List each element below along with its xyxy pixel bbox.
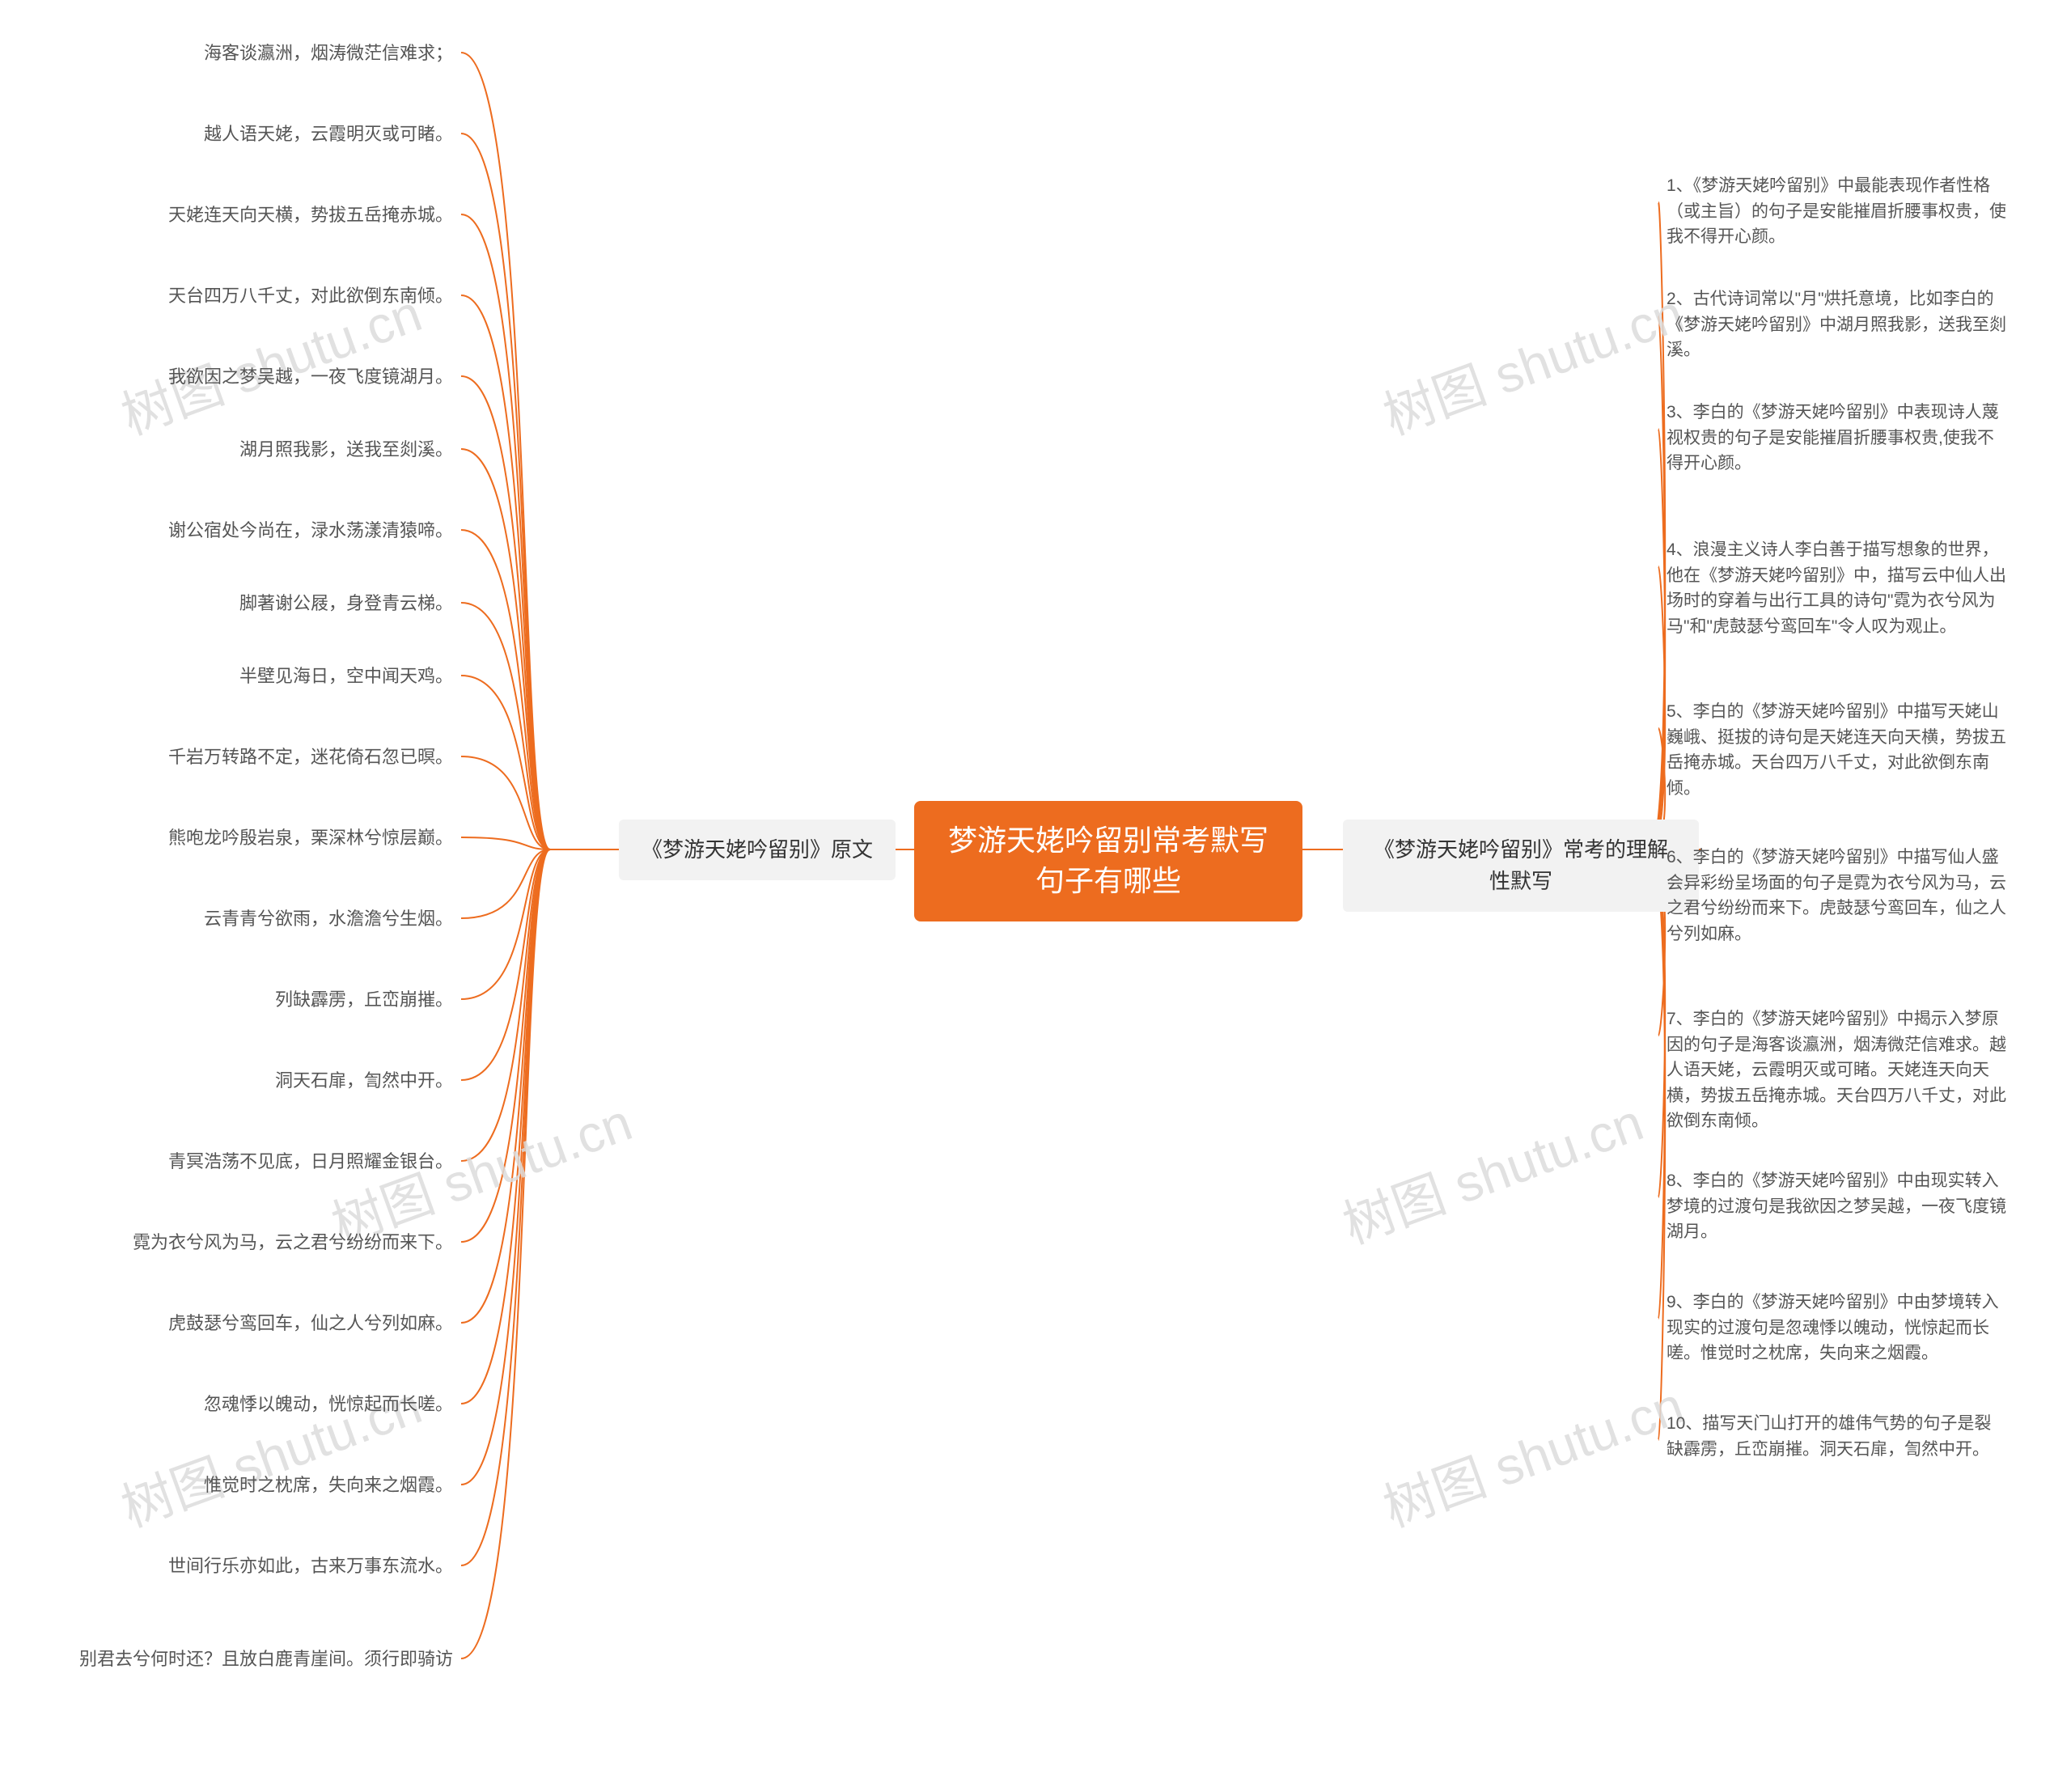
watermark: 树图 shutu.cn (1372, 272, 1692, 449)
right-leaf[interactable]: 7、李白的《梦游天姥吟留别》中揭示入梦原因的句子是海客谈瀛洲，烟涛微茫信难求。越… (1667, 1006, 2006, 1134)
left-leaf[interactable]: 天姥连天向天横，势拔五岳掩赤城。 (65, 201, 453, 228)
right-leaf[interactable]: 1、《梦游天姥吟留别》中最能表现作者性格（或主旨）的句子是安能摧眉折腰事权贵，使… (1667, 173, 2006, 250)
right-leaf[interactable]: 2、古代诗词常以"月"烘托意境，比如李白的《梦游天姥吟留别》中湖月照我影，送我至… (1667, 286, 2006, 363)
right-leaf[interactable]: 10、描写天门山打开的雄伟气势的句子是裂缺霹雳，丘峦崩摧。洞天石扉，訇然中开。 (1667, 1411, 2006, 1462)
left-leaf[interactable]: 列缺霹雳，丘峦崩摧。 (65, 986, 453, 1013)
right-branch-label: 《梦游天姥吟留别》常考的理解性默写 (1374, 837, 1668, 893)
right-branch-node[interactable]: 《梦游天姥吟留别》常考的理解性默写 (1343, 820, 1699, 912)
left-leaf[interactable]: 熊咆龙吟殷岩泉，栗深林兮惊层巅。 (65, 824, 453, 851)
left-leaf[interactable]: 千岩万转路不定，迷花倚石忽已暝。 (65, 743, 453, 770)
left-leaf[interactable]: 惟觉时之枕席，失向来之烟霞。 (65, 1472, 453, 1498)
right-leaf[interactable]: 9、李白的《梦游天姥吟留别》中由梦境转入现实的过渡句是忽魂悸以魄动，恍惊起而长嗟… (1667, 1290, 2006, 1366)
left-leaf[interactable]: 忽魂悸以魄动，恍惊起而长嗟。 (65, 1391, 453, 1417)
left-branch-node[interactable]: 《梦游天姥吟留别》原文 (619, 820, 896, 880)
watermark: 树图 shutu.cn (1372, 1364, 1692, 1541)
left-leaf[interactable]: 青冥浩荡不见底，日月照耀金银台。 (65, 1148, 453, 1175)
center-node[interactable]: 梦游天姥吟留别常考默写句子有哪些 (914, 801, 1302, 921)
left-branch-label: 《梦游天姥吟留别》原文 (642, 837, 873, 862)
left-leaf[interactable]: 别君去兮何时还？且放白鹿青崖间。须行即骑访 (65, 1646, 453, 1672)
left-leaf[interactable]: 世间行乐亦如此，古来万事东流水。 (65, 1553, 453, 1579)
mindmap-canvas: 树图 shutu.cn树图 shutu.cn树图 shutu.cn树图 shut… (0, 0, 2071, 1792)
right-leaf[interactable]: 3、李白的《梦游天姥吟留别》中表现诗人蔑视权贵的句子是安能摧眉折腰事权贵,使我不… (1667, 400, 2006, 477)
right-leaf[interactable]: 5、李白的《梦游天姥吟留别》中描写天姥山巍峨、挺拔的诗句是天姥连天向天横，势拔五… (1667, 699, 2006, 801)
left-leaf[interactable]: 我欲因之梦吴越，一夜飞度镜湖月。 (65, 363, 453, 390)
left-leaf[interactable]: 脚著谢公屐，身登青云梯。 (65, 590, 453, 616)
right-leaf[interactable]: 4、浪漫主义诗人李白善于描写想象的世界，他在《梦游天姥吟留别》中，描写云中仙人出… (1667, 537, 2006, 639)
left-leaf[interactable]: 天台四万八千丈，对此欲倒东南倾。 (65, 282, 453, 309)
right-leaf[interactable]: 8、李白的《梦游天姥吟留别》中由现实转入梦境的过渡句是我欲因之梦吴越，一夜飞度镜… (1667, 1168, 2006, 1245)
left-leaf[interactable]: 湖月照我影，送我至剡溪。 (65, 436, 453, 463)
watermark: 树图 shutu.cn (1332, 1081, 1652, 1258)
left-leaf[interactable]: 半壁见海日，空中闻天鸡。 (65, 663, 453, 689)
left-leaf[interactable]: 虎鼓瑟兮鸾回车，仙之人兮列如麻。 (65, 1310, 453, 1337)
left-leaf[interactable]: 霓为衣兮风为马，云之君兮纷纷而来下。 (65, 1229, 453, 1256)
left-leaf[interactable]: 越人语天姥，云霞明灭或可睹。 (65, 121, 453, 147)
left-leaf[interactable]: 云青青兮欲雨，水澹澹兮生烟。 (65, 905, 453, 932)
left-leaf[interactable]: 洞天石扉，訇然中开。 (65, 1067, 453, 1094)
center-title: 梦游天姥吟留别常考默写句子有哪些 (948, 824, 1268, 897)
left-leaf[interactable]: 谢公宿处今尚在，渌水荡漾清猿啼。 (65, 517, 453, 544)
right-leaf[interactable]: 6、李白的《梦游天姥吟留别》中描写仙人盛会异彩纷呈场面的句子是霓为衣兮风为马，云… (1667, 845, 2006, 947)
left-leaf[interactable]: 海客谈瀛洲，烟涛微茫信难求； (65, 40, 453, 66)
